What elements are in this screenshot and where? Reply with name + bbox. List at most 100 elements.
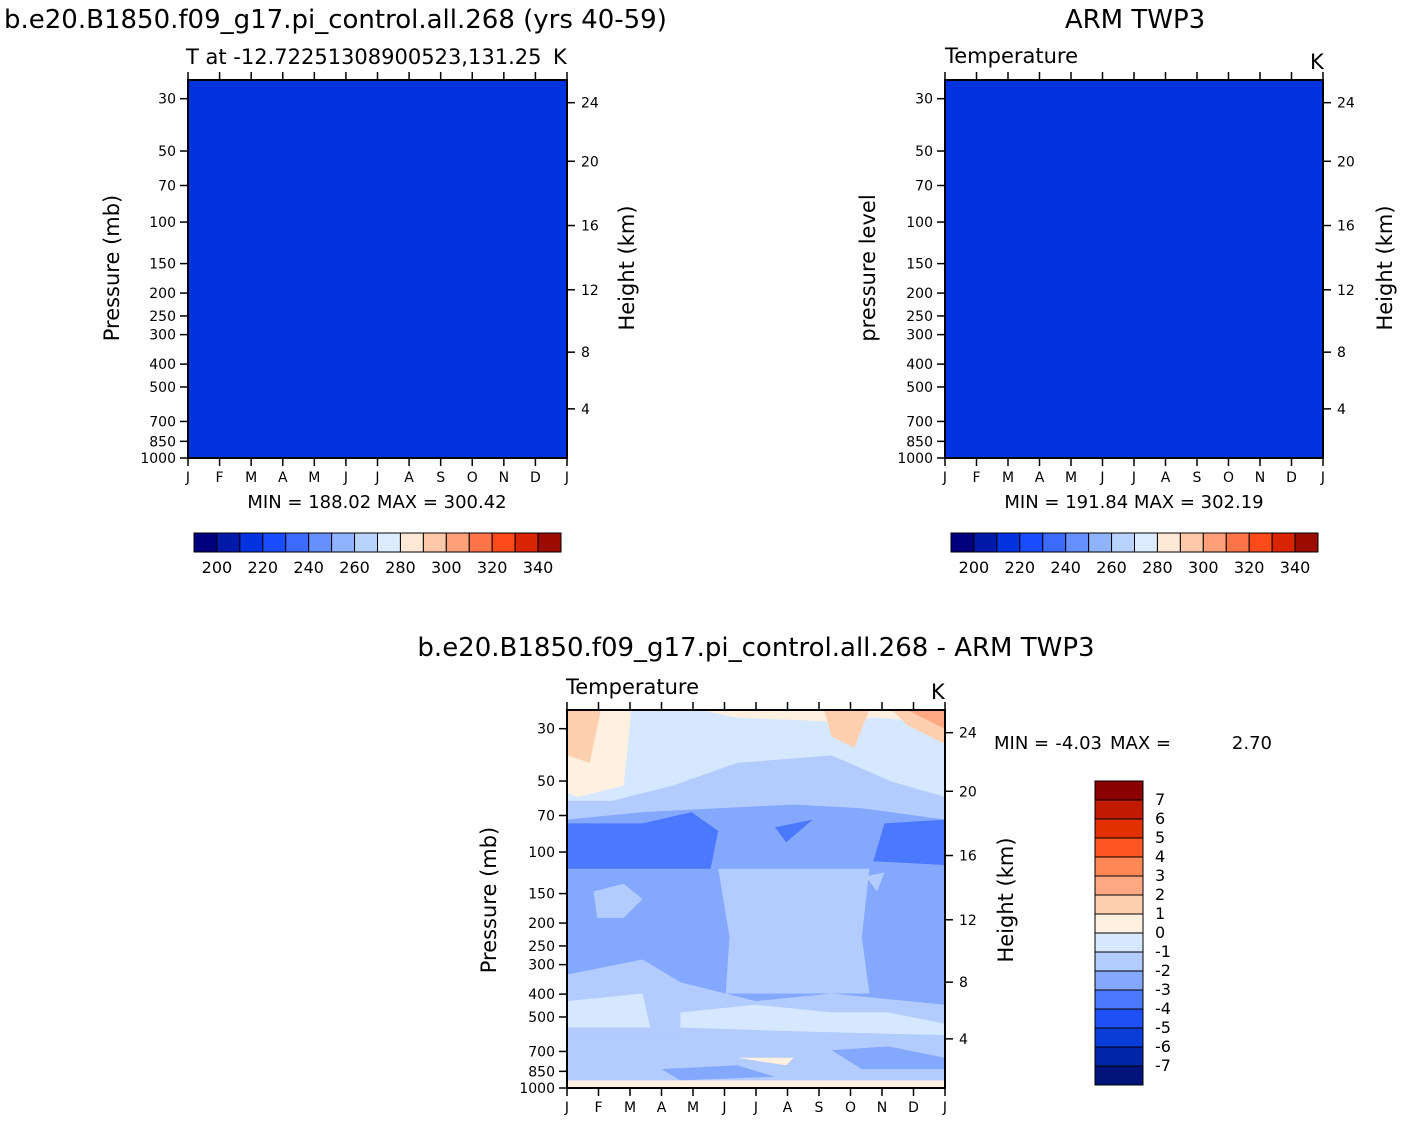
colorbar-swatch: [1225, 532, 1250, 553]
x-tick-label: M: [1065, 470, 1077, 486]
y-right-tick-label: 20: [1337, 154, 1355, 170]
y-tick-label: 850: [528, 1064, 555, 1080]
contour-region: [737, 1057, 794, 1066]
colorbar-label: 200: [959, 558, 990, 577]
colorbar-label: -2: [1155, 961, 1171, 980]
colorbar-swatch: [1156, 532, 1181, 553]
panel3-plot-area: [567, 710, 945, 1088]
colorbar-swatch: [491, 532, 516, 553]
y-right-tick-label: 16: [581, 219, 599, 235]
y-tick-label: 700: [906, 414, 933, 430]
y-tick-label: 300: [528, 958, 555, 974]
colorbar-label: -1: [1155, 942, 1171, 961]
panel1-plot-area: [188, 80, 567, 458]
colorbar-swatch: [331, 532, 356, 553]
y-tick-label: 700: [149, 414, 176, 430]
contour-region: [567, 1080, 945, 1088]
x-tick-label: M: [1002, 470, 1014, 486]
colorbar-swatch: [973, 532, 998, 553]
colorbar-label: 3: [1155, 866, 1165, 885]
colorbar-label: -5: [1155, 1018, 1171, 1037]
colorbar-swatch: [1094, 818, 1144, 839]
colorbar-label: -6: [1155, 1037, 1171, 1056]
y-right-tick-label: 4: [1337, 402, 1346, 418]
contour-region: [567, 812, 719, 869]
contour-region: [824, 710, 870, 748]
colorbar-swatch: [422, 532, 447, 553]
panel1-units: K: [553, 45, 568, 69]
colorbar-label: 280: [1142, 558, 1173, 577]
colorbar-swatch: [262, 532, 287, 553]
y-tick-label: 300: [149, 328, 176, 344]
colorbar-swatch: [1294, 532, 1319, 553]
colorbar-swatch: [996, 532, 1021, 553]
x-tick-label: J: [942, 470, 947, 486]
colorbar-label: 340: [1280, 558, 1311, 577]
y-right-tick-label: 4: [959, 1032, 968, 1048]
contour-region: [661, 1065, 775, 1081]
colorbar-swatch: [537, 532, 562, 553]
panel2-units: K: [1310, 50, 1325, 74]
contour-region: [873, 819, 945, 865]
colorbar-label: 300: [1188, 558, 1219, 577]
colorbar-swatch: [216, 532, 241, 553]
panel3-ylabel-right: Height (km): [994, 837, 1018, 962]
y-tick-label: 100: [528, 845, 555, 861]
x-tick-label: J: [1099, 470, 1104, 486]
colorbar-swatch: [1094, 799, 1144, 820]
y-tick-label: 200: [528, 916, 555, 932]
colorbar-swatch: [1094, 1065, 1144, 1086]
colorbar-label: 7: [1155, 790, 1165, 809]
panel3-axes: J F M A M J J A S O N D J 30 50 70 100 150 200 250 300 400 500…: [519, 702, 977, 1116]
contour-band: [945, 80, 1323, 458]
panel3-stats-max-label: MAX =: [1110, 733, 1171, 754]
y-tick-label: 150: [149, 257, 176, 273]
y-right-tick-label: 20: [581, 154, 599, 170]
colorbar-swatch: [239, 532, 264, 553]
y-tick-label: 400: [528, 987, 555, 1003]
y-right-tick-label: 12: [1337, 283, 1355, 299]
colorbar-swatch: [1094, 932, 1144, 953]
y-right-tick-label: 16: [959, 849, 977, 865]
y-tick-label: 70: [537, 809, 555, 825]
panel1-ylabel: Pressure (mb): [100, 195, 124, 342]
contour-region: [718, 868, 870, 994]
x-tick-label: A: [278, 470, 288, 486]
y-tick-label: 700: [528, 1044, 555, 1060]
panel3-subtitle: Temperature: [565, 675, 699, 699]
panel1-axes: J F M A M J J A S O N D J 30 50 70 100 150 200 250 300 400 500…: [140, 72, 599, 486]
y-tick-label: 1000: [897, 451, 933, 467]
colorbar-label: -3: [1155, 980, 1171, 999]
colorbar-label: 0: [1155, 923, 1165, 942]
y-right-tick-label: 8: [959, 975, 968, 991]
contour-region: [865, 872, 885, 892]
contour-band: [188, 80, 567, 458]
x-tick-label: N: [877, 1100, 887, 1116]
x-tick-label: M: [624, 1100, 636, 1116]
panel2-plot-area: [945, 80, 1323, 459]
colorbar-swatch: [193, 532, 218, 553]
y-right-tick-label: 8: [1337, 345, 1346, 361]
contour-region: [567, 710, 601, 763]
y-tick-label: 200: [906, 286, 933, 302]
panel2-ylabel-right: Height (km): [1373, 205, 1397, 330]
contour-region: [680, 1004, 945, 1036]
colorbar-label: 220: [1005, 558, 1036, 577]
x-tick-label: O: [467, 470, 478, 486]
y-tick-label: 100: [906, 215, 933, 231]
y-right-tick-label: 24: [959, 726, 977, 742]
colorbar-swatch: [1111, 532, 1135, 553]
x-tick-label: M: [245, 470, 257, 486]
panel1-ylabel-right: Height (km): [615, 205, 639, 330]
y-tick-label: 1000: [519, 1081, 555, 1097]
x-tick-label: A: [404, 470, 414, 486]
y-tick-label: 30: [158, 92, 176, 108]
x-tick-label: J: [343, 470, 348, 486]
y-right-tick-label: 4: [581, 402, 590, 418]
x-tick-label: J: [374, 470, 379, 486]
y-right-tick-label: 12: [959, 913, 977, 929]
colorbar-swatch: [1094, 837, 1144, 858]
x-tick-label: A: [657, 1100, 667, 1116]
colorbar-label: 300: [431, 558, 462, 577]
x-tick-label: J: [753, 1100, 758, 1116]
